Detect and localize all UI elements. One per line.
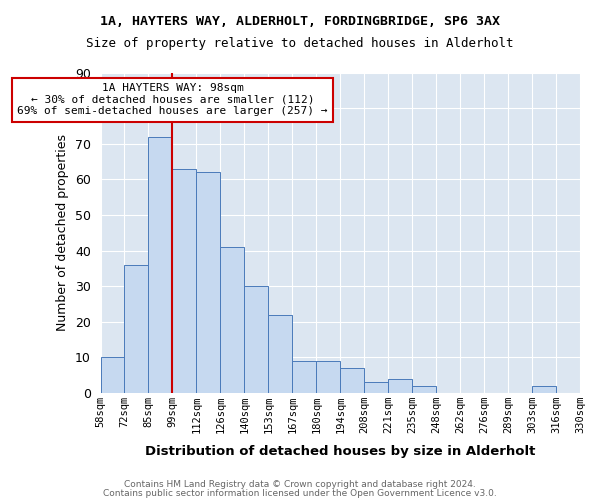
Bar xyxy=(316,361,340,393)
Bar xyxy=(532,386,556,393)
Bar xyxy=(388,379,412,393)
Text: 1A, HAYTERS WAY, ALDERHOLT, FORDINGBRIDGE, SP6 3AX: 1A, HAYTERS WAY, ALDERHOLT, FORDINGBRIDG… xyxy=(100,15,500,28)
Bar xyxy=(244,286,268,393)
Bar xyxy=(292,361,316,393)
Bar xyxy=(124,265,148,393)
Text: Contains HM Land Registry data © Crown copyright and database right 2024.: Contains HM Land Registry data © Crown c… xyxy=(124,480,476,489)
Bar xyxy=(148,136,172,393)
Bar xyxy=(101,358,124,393)
Bar xyxy=(268,314,292,393)
Text: Contains public sector information licensed under the Open Government Licence v3: Contains public sector information licen… xyxy=(103,488,497,498)
Bar xyxy=(220,247,244,393)
Bar xyxy=(196,172,220,393)
Y-axis label: Number of detached properties: Number of detached properties xyxy=(56,134,69,332)
Text: 1A HAYTERS WAY: 98sqm
← 30% of detached houses are smaller (112)
69% of semi-det: 1A HAYTERS WAY: 98sqm ← 30% of detached … xyxy=(17,83,328,116)
Bar xyxy=(340,368,364,393)
Bar xyxy=(364,382,388,393)
Text: Size of property relative to detached houses in Alderholt: Size of property relative to detached ho… xyxy=(86,38,514,51)
X-axis label: Distribution of detached houses by size in Alderholt: Distribution of detached houses by size … xyxy=(145,444,535,458)
Bar xyxy=(412,386,436,393)
Bar xyxy=(172,168,196,393)
